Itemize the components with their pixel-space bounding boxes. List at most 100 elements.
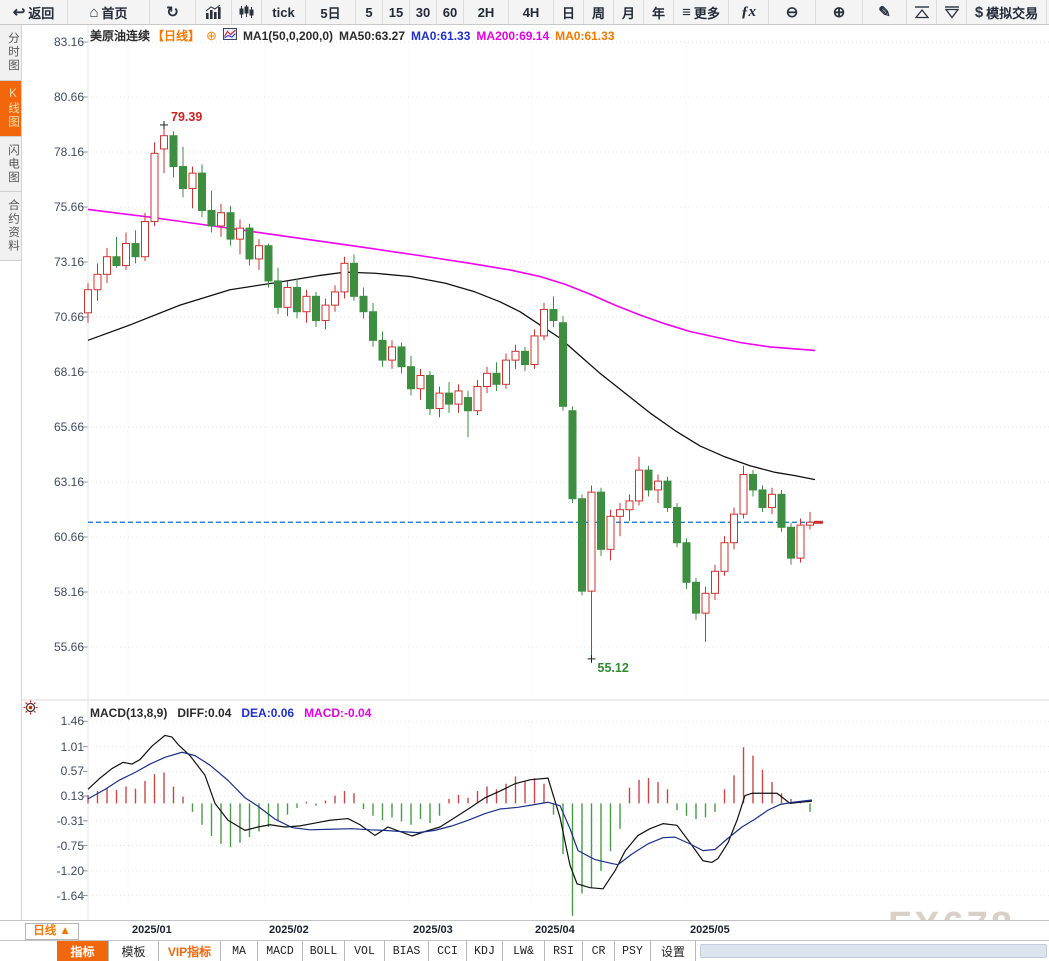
pencil-icon: ✎ [878, 3, 891, 21]
interval-2h-button[interactable]: 2H [464, 0, 509, 24]
tab-spacer [0, 941, 57, 961]
interval-month-button[interactable]: 月 [614, 0, 644, 24]
tab-macd[interactable]: MACD [258, 941, 303, 961]
flag-down-button[interactable] [937, 0, 967, 24]
macd-title: MACD(13,8,9) [90, 706, 168, 720]
price-axis-label: 83.16 [53, 35, 84, 49]
candlestick-view-button[interactable] [232, 0, 262, 24]
fx-icon: ƒx [741, 3, 756, 20]
zoomin-icon: ⊕ [832, 3, 846, 21]
period-selector-button[interactable]: 日线 ▲ [25, 923, 79, 940]
tab-bias[interactable]: BIAS [385, 941, 429, 961]
top-toolbar: ↩ 返回 ⌂ 首页 ↻ tick 5日 5 15 30 60 2H 4H 日周月年 ≡ 更多 ƒx ⊖ ⊕ ✎ $ 模拟交… [0, 0, 1049, 25]
tab-设置[interactable]: 设置 [651, 941, 696, 961]
zoom-out-button[interactable]: ⊖ [769, 0, 816, 24]
mini-chart-icon [222, 28, 237, 43]
tab-模板[interactable]: 模板 [109, 941, 159, 961]
price-axis-label: 55.66 [53, 640, 84, 654]
price-axis-label: 80.66 [53, 90, 84, 104]
dollar-icon: $ [974, 3, 984, 21]
price-axis-label: 58.16 [53, 585, 84, 599]
symbol-name: 美原油连续 [90, 29, 151, 43]
interval-week-button[interactable]: 周 [584, 0, 614, 24]
interval-year-button[interactable]: 年 [644, 0, 674, 24]
sidebar-item-contract-info[interactable]: 合约资料 [0, 192, 21, 261]
horizontal-scrollbar[interactable] [700, 944, 1047, 958]
interval-5d-button[interactable]: 5日 [306, 0, 356, 24]
price-axis-label: 60.66 [53, 530, 84, 544]
formula-button[interactable]: ƒx [729, 0, 769, 24]
ma50-value: MA50:63.27 [338, 28, 406, 43]
macd-header: MACD(13,8,9) DIFF:0.04 DEA:0.06 MACD:-0.… [90, 706, 371, 720]
sidebar-item-time-chart[interactable]: 分时图 [0, 25, 21, 81]
back-icon: ↩ [12, 3, 26, 21]
tab-cr[interactable]: CR [583, 941, 615, 961]
price-axis-label: 65.66 [53, 420, 84, 434]
sidebar-item-kline-chart[interactable]: K线图 [0, 80, 21, 137]
interval-15-button[interactable]: 15 [383, 0, 410, 24]
macd-axis-label: -1.64 [56, 888, 84, 903]
zoom-in-button[interactable]: ⊕ [816, 0, 863, 24]
macd-axis-label: 1.46 [60, 714, 84, 729]
kline-header: 美原油连续 【日线】 ⊕ MA1(50,0,200,0) MA50:63.27 … [90, 27, 615, 44]
triup-icon [914, 5, 930, 19]
price-axis-label: 75.66 [53, 200, 84, 214]
macd-axis-label: 0.57 [60, 764, 84, 779]
interval-30-button[interactable]: 30 [410, 0, 437, 24]
tab-vol[interactable]: VOL [345, 941, 385, 961]
price-axis-label: 70.66 [53, 310, 84, 324]
price-axis-label: 78.16 [53, 145, 84, 159]
home-icon: ⌂ [89, 3, 99, 21]
tab-指标[interactable]: 指标 [57, 941, 109, 961]
sidebar-item-lightning-chart[interactable]: 闪电图 [0, 136, 21, 192]
bar-chart-view-button[interactable] [196, 0, 232, 24]
interval-day-button[interactable]: 日 [554, 0, 584, 24]
interval-5-button[interactable]: 5 [356, 0, 383, 24]
left-sidebar: 分时图 K线图 闪电图 合约资料 [0, 25, 22, 960]
macd-axis-label: -0.31 [56, 813, 84, 828]
ma-settings: MA1(50,0,200,0) [242, 28, 333, 43]
refresh-button[interactable]: ↻ [150, 0, 196, 24]
flag-up-button[interactable] [907, 0, 937, 24]
svg-text:55.12: 55.12 [598, 661, 629, 675]
tab-vip指标[interactable]: VIP指标 [159, 941, 221, 961]
price-axis-label: 68.16 [53, 365, 84, 379]
macd-dea-value: DEA:0.06 [241, 706, 295, 720]
interval-60-button[interactable]: 60 [437, 0, 464, 24]
period-label: 【日线】 [152, 29, 201, 43]
home-button[interactable]: ⌂ 首页 [68, 0, 150, 24]
macd-axis-label: 1.01 [60, 739, 84, 754]
more-icon: ≡ [682, 3, 691, 21]
price-axis-label: 63.16 [53, 475, 84, 489]
circle-plus-icon[interactable]: ⊕ [206, 27, 217, 43]
barchart-icon [205, 5, 222, 19]
tab-ma[interactable]: MA [221, 941, 258, 961]
more-button[interactable]: ≡ 更多 [674, 0, 729, 24]
indicator-settings-icon[interactable] [23, 700, 38, 720]
tridown-icon [944, 5, 960, 19]
draw-button[interactable]: ✎ [863, 0, 907, 24]
macd-histogram [87, 747, 811, 916]
time-axis-label: 2025/05 [690, 924, 730, 936]
ma0-blue-value: MA0:61.33 [411, 28, 471, 43]
tab-psy[interactable]: PSY [615, 941, 651, 961]
tab-boll[interactable]: BOLL [303, 941, 345, 961]
interval-tick-button[interactable]: tick [262, 0, 306, 24]
tab-rsi[interactable]: RSI [545, 941, 583, 961]
time-axis-label: 2025/03 [413, 924, 453, 936]
tab-lw&[interactable]: LW& [503, 941, 545, 961]
interval-4h-button[interactable]: 4H [509, 0, 554, 24]
time-axis-label: 2025/04 [535, 924, 575, 936]
back-button[interactable]: ↩ 返回 [0, 0, 68, 24]
macd-axis-label: -1.20 [56, 863, 84, 878]
ma200-value: MA200:69.14 [476, 28, 550, 43]
tab-cci[interactable]: CCI [429, 941, 467, 961]
tab-kdj[interactable]: KDJ [467, 941, 503, 961]
macd-macd-value: MACD:-0.04 [304, 706, 372, 720]
time-axis-row: 日线 ▲ 2025/01 2025/02 2025/03 2025/04 2025/05 [0, 920, 1049, 941]
macd-axis-label: 0.13 [60, 789, 84, 804]
macd-axis-label: -0.75 [56, 838, 84, 853]
simulated-trading-button[interactable]: $ 模拟交易 [967, 0, 1047, 24]
ma0-orange-value: MA0:61.33 [555, 28, 615, 43]
